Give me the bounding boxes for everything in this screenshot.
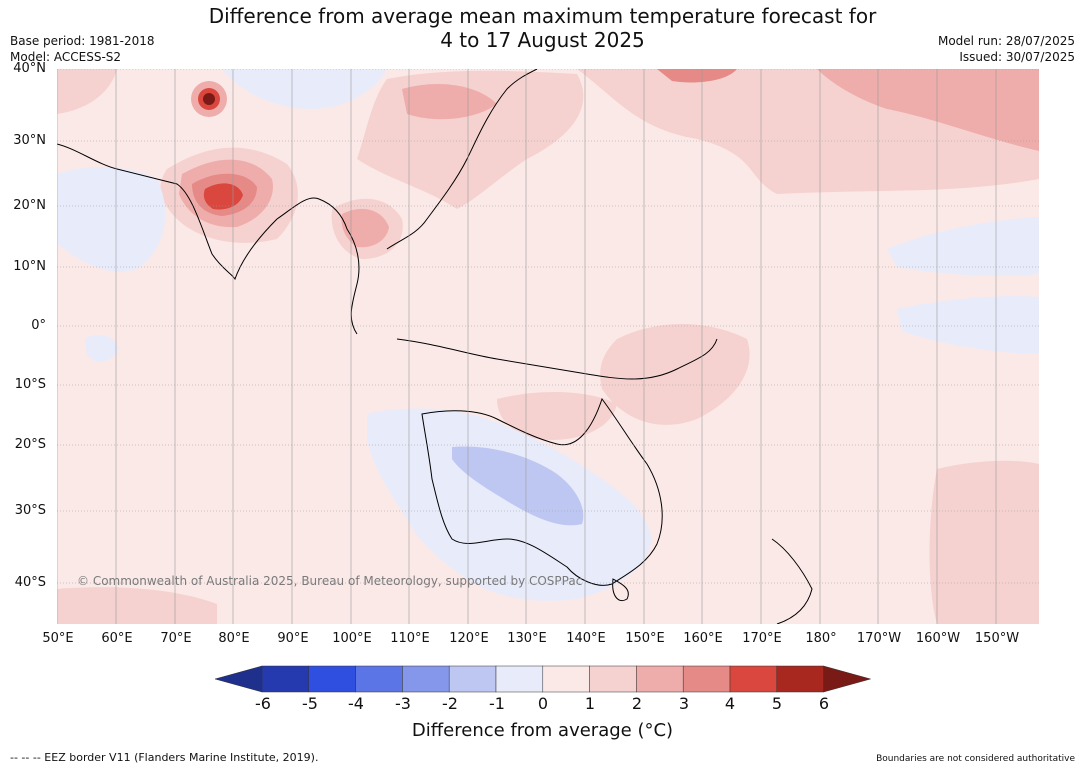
indochina-warm-core	[341, 208, 389, 248]
lat-label-40n: 40°N	[13, 61, 46, 76]
gridlines	[57, 69, 1039, 624]
map-panel: © Commonwealth of Australia 2025, Bureau…	[57, 69, 1039, 624]
tasmania-coastline	[612, 578, 629, 602]
meta-right: Model run: 28/07/2025 Issued: 30/07/2025	[938, 33, 1075, 65]
lat-label-20n: 20°N	[13, 198, 46, 213]
australia-cool-core	[452, 446, 584, 526]
colorbar-tick: 2	[631, 694, 643, 713]
middle-east-warm-region	[57, 69, 117, 114]
australia-cool-region	[367, 408, 652, 601]
indian-ocean-cool-spot	[85, 334, 119, 362]
colorbar-tick: -6	[255, 694, 271, 713]
colorbar-extend-high	[823, 665, 871, 693]
map-title-line1: Difference from average mean maximum tem…	[208, 4, 877, 28]
colorbar-cell	[542, 665, 590, 693]
colorbar-cell	[636, 665, 684, 693]
west-pacific-warm-region	[600, 324, 750, 425]
lon-label: 160°W	[915, 631, 961, 646]
lon-label: 160°E	[683, 631, 723, 646]
north-pacific-warm-region-3	[657, 69, 737, 83]
lon-label: 180°	[805, 631, 837, 646]
east-asia-coastline	[386, 69, 538, 250]
lon-label: 170°W	[856, 631, 902, 646]
arabian-sea-cool-region	[57, 167, 166, 272]
lat-label-40s: 40°S	[14, 575, 46, 590]
colorbar-tick: -4	[348, 694, 364, 713]
lon-label: 130°E	[507, 631, 547, 646]
lon-label: 150°W	[974, 631, 1020, 646]
colorbar-tick: 1	[584, 694, 596, 713]
colorbar-title: Difference from average (°C)	[411, 720, 674, 741]
colorbar-tick: -3	[395, 694, 411, 713]
colorbar	[215, 665, 871, 693]
lon-label: 80°E	[218, 631, 250, 646]
lon-label: 100°E	[332, 631, 372, 646]
maritime-continent-warm-region	[497, 392, 617, 440]
colorbar-extend-low	[215, 665, 263, 693]
east-asia-warm-core	[402, 84, 497, 120]
lon-label: 120°E	[449, 631, 489, 646]
colorbar-tick: 3	[678, 694, 690, 713]
colorbar-cell	[261, 665, 310, 693]
lon-label: 110°E	[390, 631, 430, 646]
model-name: Model: ACCESS-S2	[10, 50, 122, 64]
issued-date: Issued: 30/07/2025	[959, 50, 1075, 64]
colorbar-tick: -5	[302, 694, 318, 713]
lat-label-30n: 30°N	[13, 133, 46, 148]
map-title-line2: 4 to 17 August 2025	[440, 28, 645, 52]
colorbar-cell	[589, 665, 637, 693]
lon-label: 70°E	[160, 631, 192, 646]
north-pacific-warm-region-2	[817, 69, 1039, 151]
lon-label: 150°E	[625, 631, 665, 646]
colorbar-tick: -2	[442, 694, 458, 713]
eez-border-note: -- -- -- EEZ border V11 (Flanders Marine…	[10, 751, 319, 764]
colorbar-cells	[215, 665, 871, 693]
lat-label-10s: 10°S	[14, 377, 46, 392]
colorbar-cell	[495, 665, 544, 693]
colorbar-cell	[776, 665, 824, 693]
base-period: Base period: 1981-2018	[10, 34, 155, 48]
indonesia-coastline	[396, 338, 718, 380]
colorbar-tick: 5	[771, 694, 783, 713]
lat-label-30s: 30°S	[14, 503, 46, 518]
lon-label: 170°E	[742, 631, 782, 646]
southern-indian-warm-region	[57, 587, 217, 624]
lat-label-10n: 10°N	[13, 259, 46, 274]
colorbar-cell	[355, 665, 403, 693]
australia-coastline	[421, 397, 663, 586]
colorbar-cell	[402, 665, 450, 693]
colorbar-cell	[682, 665, 731, 693]
north-pacific-cool-region	[887, 217, 1039, 277]
lon-label: 50°E	[42, 631, 74, 646]
lon-label: 90°E	[277, 631, 309, 646]
meta-left: Base period: 1981-2018 Model: ACCESS-S2	[10, 33, 155, 65]
copyright-notice: © Commonwealth of Australia 2025, Bureau…	[77, 574, 583, 588]
equatorial-pacific-cool-region	[897, 296, 1039, 354]
lon-label: 60°E	[101, 631, 133, 646]
boundaries-disclaimer: Boundaries are not considered authoritat…	[876, 754, 1075, 764]
lat-label-20s: 20°S	[14, 437, 46, 452]
colorbar-cell	[448, 665, 497, 693]
anomaly-map	[57, 69, 1039, 624]
coastlines	[57, 69, 813, 624]
colorbar-tick: 6	[818, 694, 830, 713]
colorbar-tick: -1	[489, 694, 505, 713]
south-pacific-warm-region	[929, 460, 1039, 624]
colorbar-cell	[308, 665, 356, 693]
lat-label-0: 0°	[31, 318, 46, 333]
south-asia-coastline	[57, 143, 360, 335]
model-run: Model run: 28/07/2025	[937, 34, 1075, 48]
tibet-cool-region	[222, 69, 387, 109]
colorbar-cell	[729, 665, 778, 693]
colorbar-tick: 0	[537, 694, 549, 713]
lon-label: 140°E	[566, 631, 606, 646]
himalaya-hotspot-core	[203, 93, 215, 105]
new-zealand-coastline	[771, 538, 813, 624]
colorbar-tick: 4	[724, 694, 736, 713]
